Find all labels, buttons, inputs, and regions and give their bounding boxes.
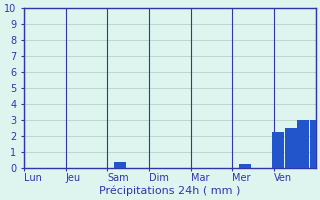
Bar bbox=[114, 162, 126, 168]
Bar bbox=[285, 128, 297, 168]
X-axis label: Précipitations 24h ( mm ): Précipitations 24h ( mm ) bbox=[99, 185, 241, 196]
Bar bbox=[298, 120, 309, 168]
Bar bbox=[239, 164, 251, 168]
Bar bbox=[310, 120, 320, 168]
Bar bbox=[273, 132, 284, 168]
